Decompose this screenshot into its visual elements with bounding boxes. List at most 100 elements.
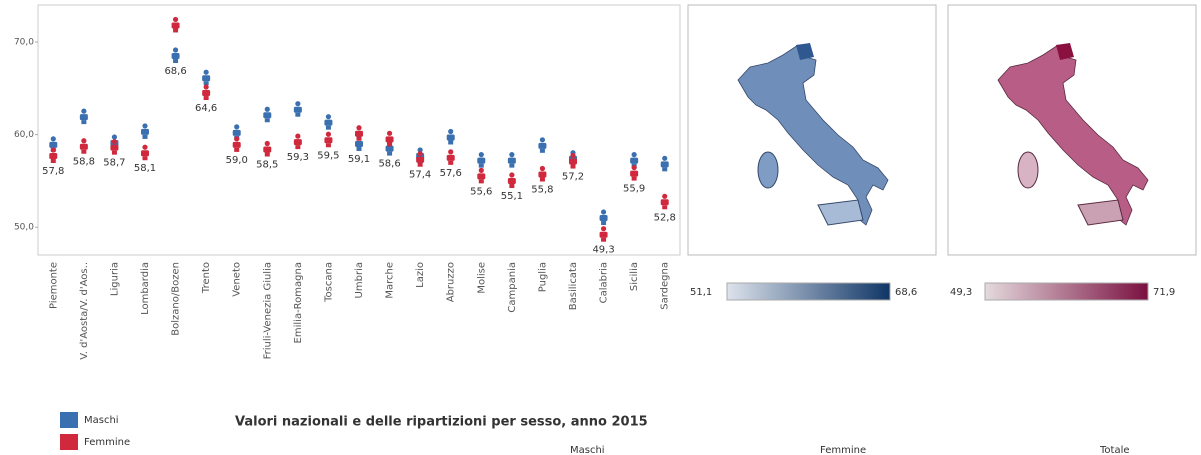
icon-head [81, 138, 87, 144]
person-icon [263, 140, 272, 157]
icon-head [142, 144, 148, 150]
icon-legs [356, 146, 362, 151]
icon-body [507, 157, 516, 164]
person-icon [293, 101, 302, 117]
scale-min: 51,1 [690, 287, 712, 298]
person-icon [660, 193, 669, 210]
icon-body [324, 119, 333, 126]
value-label: 58,7 [103, 158, 125, 169]
icon-legs [234, 147, 240, 152]
x-tick-label: Sicilia [629, 262, 640, 291]
icon-head [600, 209, 607, 215]
icon-legs [570, 164, 576, 169]
x-tick-label: Basilicata [568, 262, 579, 310]
icon-body [599, 215, 608, 222]
legend-swatch [60, 434, 78, 450]
icon-head [386, 130, 393, 136]
person-icon [507, 172, 516, 188]
column-header: Femmine [820, 445, 866, 455]
icon-body [49, 141, 58, 148]
icon-body [232, 141, 241, 148]
value-label: 59,1 [348, 154, 370, 165]
icon-body [79, 143, 88, 150]
icon-legs [264, 152, 270, 157]
icon-legs [662, 205, 668, 210]
value-label: 52,8 [654, 212, 676, 223]
icon-body [538, 142, 547, 149]
value-label: 55,8 [531, 185, 553, 196]
map-panel [687, 4, 937, 256]
footer-title: Valori nazionali e delle ripartizioni pe… [235, 415, 648, 430]
icon-legs [509, 184, 515, 188]
icon-head [203, 84, 209, 90]
person-icon [660, 155, 669, 172]
x-tick-label: Piemonte [48, 262, 59, 309]
icon-legs [295, 112, 301, 117]
value-label: 58,6 [378, 159, 400, 170]
value-label: 58,1 [134, 163, 156, 174]
icon-legs [387, 151, 393, 156]
icon-head [50, 147, 56, 153]
person-icon [538, 137, 547, 153]
icon-body [79, 114, 88, 121]
icon-body [263, 146, 272, 153]
column-header: Totale [1099, 445, 1130, 455]
legend-swatch [60, 412, 78, 428]
map-shape [1056, 43, 1074, 60]
icon-head [356, 125, 362, 131]
person-icon [446, 149, 455, 165]
person-icon [141, 144, 149, 161]
icon-legs [264, 118, 270, 123]
icon-head [631, 152, 637, 158]
x-tick-label: Toscana [323, 262, 334, 303]
icon-head [478, 167, 484, 173]
icon-head [111, 139, 118, 145]
icon-body [49, 153, 58, 159]
icon-head [172, 47, 179, 53]
icon-legs [325, 143, 331, 148]
icon-body [630, 157, 639, 164]
person-icon [141, 123, 149, 139]
icon-legs [50, 159, 56, 163]
person-icon [324, 114, 333, 130]
icon-head [448, 149, 454, 155]
x-tick-label: Abruzzo [446, 262, 457, 302]
icon-head [631, 164, 637, 171]
x-tick-label: Sardegna [660, 262, 671, 310]
x-tick-label: Bolzano/Bozen [171, 262, 182, 336]
map-panel [947, 4, 1197, 256]
icon-head [50, 136, 56, 142]
icon-body [507, 178, 516, 184]
icon-body [477, 173, 486, 180]
icon-legs [387, 142, 393, 147]
x-tick-label: V. d'Aosta/V. d'Aos.. [79, 262, 90, 360]
person-icon [630, 164, 639, 181]
icon-legs [478, 163, 484, 168]
value-label: 59,0 [226, 155, 248, 166]
color-scale [984, 282, 1149, 301]
x-tick-label: Veneto [232, 262, 243, 297]
person-icon [110, 139, 119, 155]
icon-body [232, 129, 241, 136]
map-shape [817, 199, 864, 226]
y-tick-label: 60,0 [14, 130, 34, 140]
person-icon [538, 165, 547, 182]
icon-head [509, 152, 515, 158]
icon-body [385, 136, 394, 143]
x-tick-label: Lazio [415, 262, 426, 288]
person-icon [477, 152, 486, 168]
x-tick-label: Trento [201, 262, 212, 294]
icon-body [477, 157, 486, 164]
person-icon [507, 152, 516, 168]
icon-legs [81, 120, 87, 125]
x-tick-label: Calabria [599, 262, 610, 303]
value-label: 55,6 [470, 186, 492, 197]
icon-legs [601, 221, 607, 226]
x-tick-label: Friuli-Venezia Giulia [262, 262, 273, 359]
icon-head [234, 136, 240, 142]
x-tick-label: Campania [507, 262, 518, 313]
maps [687, 4, 1197, 256]
value-label: 57,8 [42, 166, 64, 177]
scale-min: 49,3 [950, 287, 972, 298]
